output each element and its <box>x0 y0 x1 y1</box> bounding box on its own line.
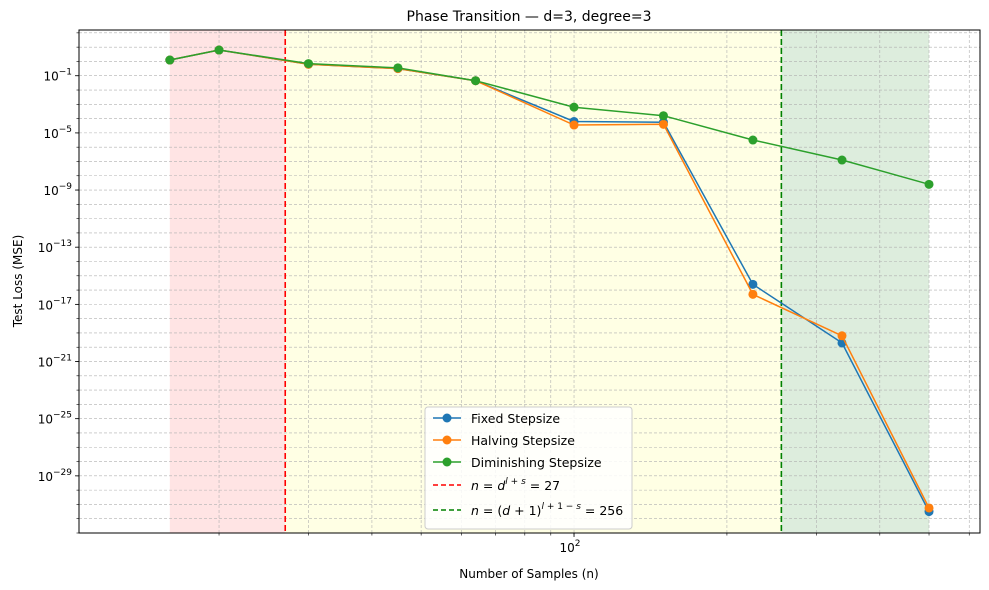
data-point <box>924 503 934 513</box>
legend-item-fixed: Fixed Stepsize <box>433 411 560 426</box>
legend-label-diminishing: Diminishing Stepsize <box>471 455 602 470</box>
data-point <box>393 63 403 73</box>
legend-label-threshold-green: n = (d + 1)l + 1 − s = 256 <box>471 502 623 518</box>
legend-marker-fixed <box>442 413 452 423</box>
data-point <box>165 55 175 65</box>
y-tick-label: 10−21 <box>38 354 72 370</box>
legend-item-diminishing: Diminishing Stepsize <box>433 455 602 470</box>
legend-item-threshold-red: n = dl + s = 27 <box>433 477 560 493</box>
y-tick-label: 10−13 <box>38 239 72 255</box>
data-point <box>214 45 224 55</box>
data-point <box>837 331 847 341</box>
y-tick-label: 10−25 <box>38 411 72 427</box>
plot-frame <box>78 29 981 534</box>
legend: Fixed Stepsize Halving Stepsize Diminish… <box>424 406 633 530</box>
legend-item-halving: Halving Stepsize <box>433 433 575 448</box>
series-line-2 <box>169 49 930 186</box>
region-2 <box>781 30 930 533</box>
y-axis-ticks: 10−29 10−25 10−21 10−17 10−13 10−9 10−5 10−1 <box>38 32 79 534</box>
data-point <box>748 279 758 289</box>
y-tick-label: 10−29 <box>38 468 73 484</box>
legend-label-fixed: Fixed Stepsize <box>471 411 560 426</box>
region-0 <box>169 30 286 533</box>
legend-label-halving: Halving Stepsize <box>471 433 575 448</box>
data-point <box>837 155 847 165</box>
legend-marker-halving <box>442 435 452 445</box>
data-point <box>658 111 668 121</box>
data-point <box>748 135 758 145</box>
legend-item-threshold-green: n = (d + 1)l + 1 − s = 256 <box>433 502 623 518</box>
shaded-regions <box>169 30 930 533</box>
threshold-lines <box>284 30 783 533</box>
data-point <box>658 119 668 129</box>
y-tick-label: 10−17 <box>38 296 72 312</box>
data-point <box>569 102 579 112</box>
data-point <box>569 120 579 130</box>
data-series <box>165 45 934 517</box>
data-point <box>924 179 934 189</box>
data-point <box>303 59 313 69</box>
y-tick-label: 10−5 <box>43 125 72 141</box>
legend-box <box>424 406 633 530</box>
x-tick-label: 102 <box>560 539 581 555</box>
x-axis-ticks: 102 <box>218 533 970 555</box>
chart-title: Phase Transition — d=3, degree=3 <box>407 9 652 25</box>
y-tick-label: 10−1 <box>43 68 72 84</box>
y-axis-label: Test Loss (MSE) <box>11 235 25 329</box>
data-point <box>471 76 481 86</box>
data-point <box>748 289 758 299</box>
x-axis-label: Number of Samples (n) <box>459 567 598 581</box>
y-tick-label: 10−9 <box>43 182 72 198</box>
legend-marker-diminishing <box>442 457 452 467</box>
legend-label-threshold-red: n = dl + s = 27 <box>471 477 560 493</box>
